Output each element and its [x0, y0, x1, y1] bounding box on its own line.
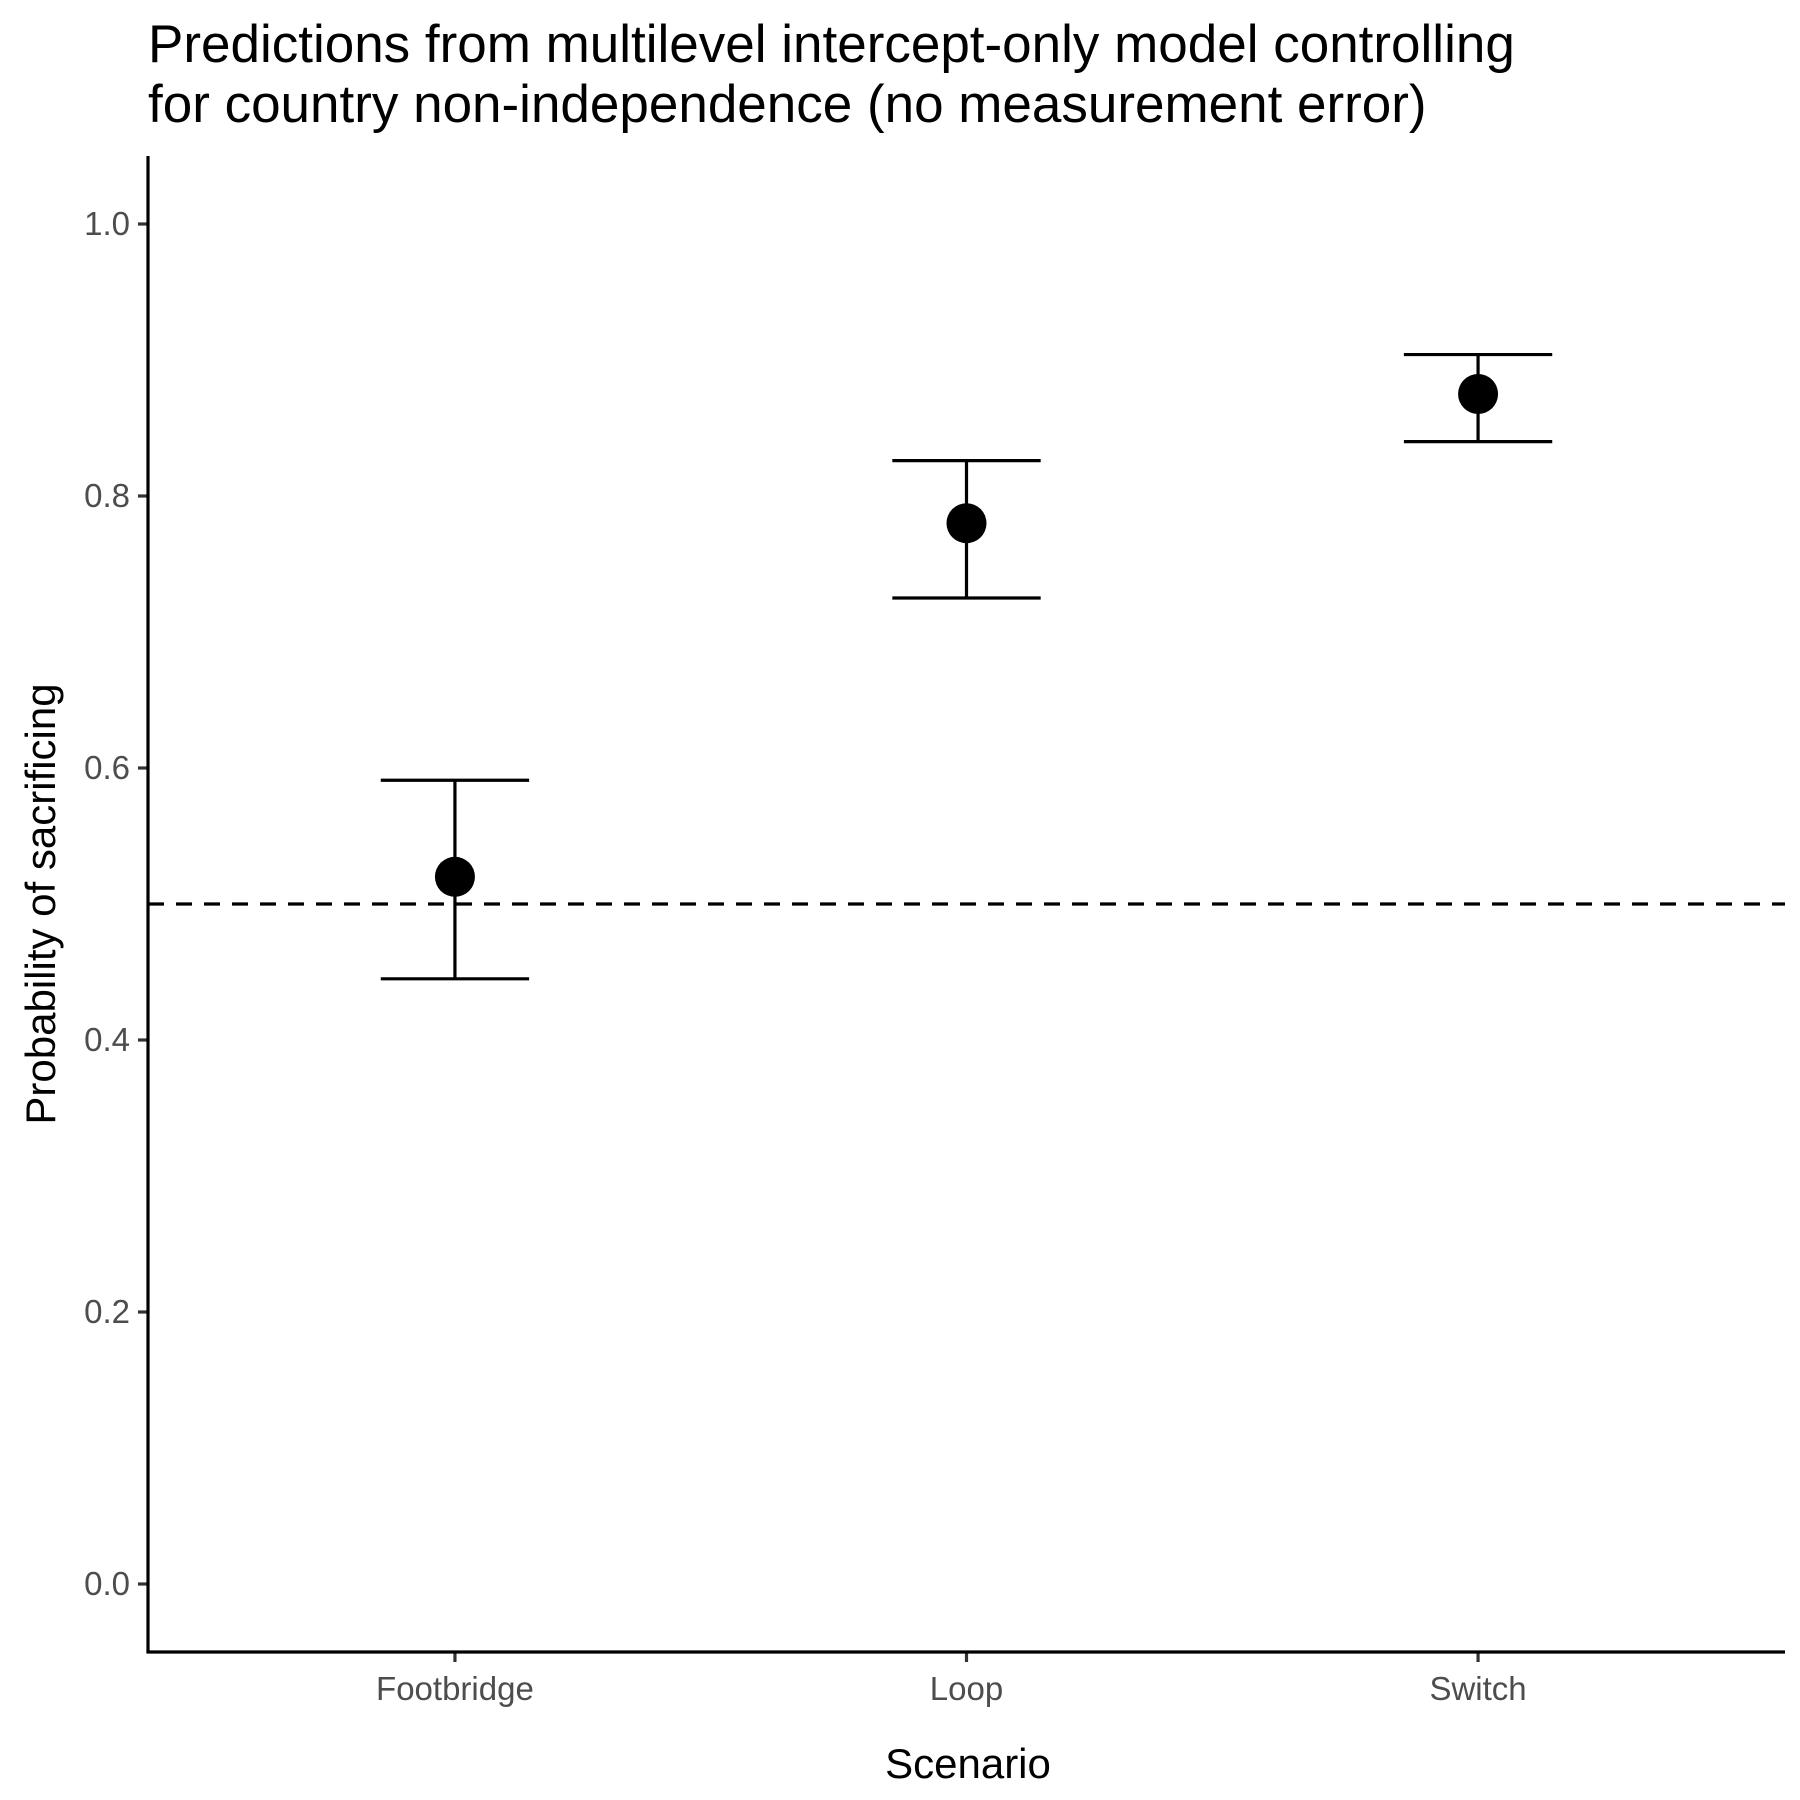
y-axis-ticks: 0.0 0.2 0.4 0.6 0.8 1.0: [84, 205, 148, 1602]
x-tick-label: Loop: [930, 1670, 1003, 1707]
x-tick-label: Footbridge: [376, 1670, 534, 1707]
data-point: [946, 503, 987, 544]
chart-title-line-2: for country non-independence (no measure…: [148, 75, 1427, 134]
y-tick-label: 1.0: [84, 205, 130, 242]
data-point: [434, 856, 475, 897]
x-tick-label: Switch: [1429, 1670, 1526, 1707]
y-tick-label: 0.0: [84, 1565, 130, 1602]
y-tick-label: 0.6: [84, 749, 130, 786]
points-layer: [434, 374, 1499, 897]
x-axis-title: Scenario: [885, 1740, 1051, 1787]
x-axis-ticks: Footbridge Loop Switch: [376, 1652, 1527, 1707]
data-point: [1458, 374, 1499, 414]
y-axis-title: Probability of sacrificing: [17, 683, 64, 1124]
y-tick-label: 0.2: [84, 1293, 130, 1330]
y-tick-label: 0.4: [84, 1021, 130, 1058]
y-tick-label: 0.8: [84, 477, 130, 514]
chart-title-line-1: Predictions from multilevel intercept-on…: [148, 15, 1515, 74]
